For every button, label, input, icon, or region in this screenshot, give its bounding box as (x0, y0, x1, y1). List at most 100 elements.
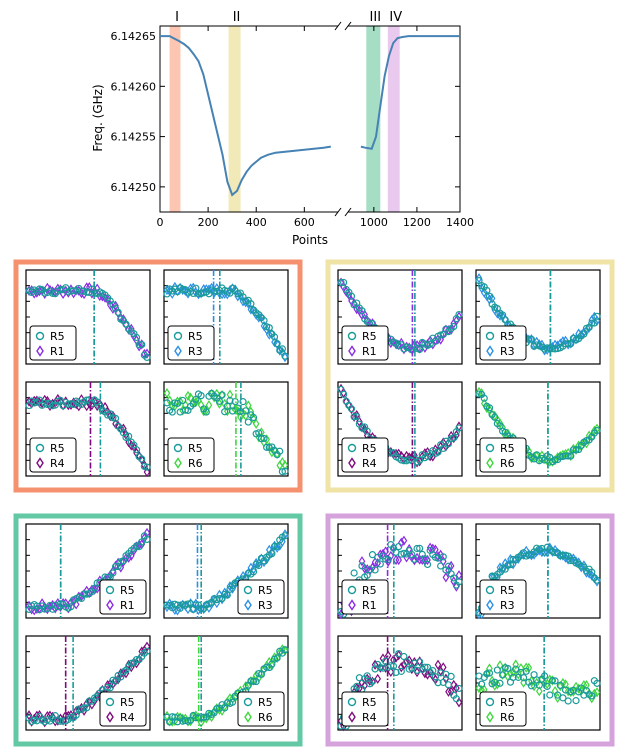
data-point-R5 (450, 574, 458, 582)
data-point-R5 (485, 404, 494, 412)
data-point-R5 (260, 316, 268, 325)
data-point-R5 (179, 601, 187, 609)
legend-marker-R4 (348, 457, 356, 469)
legend-marker-R4 (36, 457, 44, 469)
data-point-R5 (268, 550, 276, 558)
legend-marker-R5 (105, 585, 115, 595)
data-point-R3 (528, 550, 535, 561)
axis-break-mark (344, 207, 352, 217)
data-point-R5 (353, 682, 361, 690)
data-point-R5 (455, 684, 463, 693)
data-point-R5 (80, 704, 88, 712)
data-point-R5 (353, 413, 361, 421)
data-point-R5 (192, 601, 200, 609)
legend-box (99, 691, 147, 727)
data-point-R5 (395, 649, 403, 658)
data-point-R5 (429, 667, 437, 675)
data-point-R5 (439, 444, 447, 453)
data-point-R5 (567, 452, 575, 460)
data-point-R5 (363, 672, 371, 680)
data-point-R5 (270, 333, 279, 341)
legend-label-R5: R5 (258, 696, 273, 709)
data-point-R3 (244, 298, 252, 309)
legend-marker-R5 (485, 443, 495, 453)
region-group-border (13, 259, 303, 493)
x-tick-label: 1200 (403, 216, 431, 229)
data-point-R5 (431, 673, 439, 681)
data-point-R6 (512, 659, 520, 670)
data-point-R5 (83, 704, 91, 712)
data-point-R6 (554, 692, 561, 704)
region-label-I: I (175, 10, 179, 25)
legend-marker-R4 (348, 711, 356, 723)
data-point-R5 (114, 308, 122, 316)
axis-break-mark (334, 21, 342, 31)
data-point-R5 (397, 667, 405, 675)
legend-marker-R6 (486, 457, 494, 469)
legend-box (167, 437, 215, 473)
y-tick-label: 6.14250 (111, 181, 157, 194)
data-point-R5 (111, 562, 120, 571)
legend-box (341, 579, 389, 615)
legend-marker-R3 (174, 345, 182, 357)
data-point-R5 (561, 452, 570, 460)
data-point-R5 (564, 452, 572, 460)
data-point-R5 (588, 692, 596, 700)
data-point-R4 (67, 399, 75, 411)
legend-box (167, 325, 215, 361)
data-point-R5 (437, 562, 445, 570)
data-point-R3 (279, 536, 286, 547)
data-point-R5 (135, 341, 143, 349)
data-point-R5 (593, 576, 601, 584)
data-point-R4 (350, 411, 358, 422)
x-tick-label: 1000 (360, 216, 388, 229)
data-point-R1 (374, 557, 382, 569)
data-point-R5 (85, 697, 93, 705)
data-point-R6 (281, 460, 289, 471)
data-point-R5 (381, 555, 390, 563)
data-point-R5 (215, 397, 224, 405)
data-point-R5 (368, 677, 377, 685)
data-point-R5 (572, 697, 580, 705)
data-point-R5 (548, 676, 557, 685)
data-point-R5 (223, 402, 231, 410)
legend-marker-R5 (347, 697, 357, 707)
data-point-R5 (265, 443, 273, 452)
legend-marker-R5 (485, 697, 495, 707)
data-point-R5 (184, 600, 192, 608)
data-point-R5 (546, 691, 554, 699)
data-point-R5 (593, 312, 601, 320)
data-point-R4 (426, 451, 434, 462)
data-point-R5 (483, 286, 491, 295)
data-point-R5 (535, 681, 543, 689)
legend-label-R4: R4 (120, 711, 135, 724)
legend-label-R5: R5 (50, 442, 65, 455)
legend-marker-R5 (35, 443, 45, 453)
series-line-right (360, 35, 460, 150)
data-point-R5 (363, 427, 371, 435)
legend-box (29, 437, 77, 473)
data-point-R3 (496, 562, 504, 573)
legend-box (341, 325, 389, 361)
data-point-R1 (65, 603, 72, 614)
legend-marker-R5 (347, 331, 357, 341)
data-point-R5 (548, 345, 557, 353)
data-point-R6 (535, 686, 543, 697)
data-point-R5 (143, 353, 151, 362)
legend-marker-R3 (486, 599, 494, 611)
data-point-R5 (179, 396, 187, 405)
legend-marker-R5 (485, 585, 495, 595)
data-point-R3 (488, 293, 496, 304)
